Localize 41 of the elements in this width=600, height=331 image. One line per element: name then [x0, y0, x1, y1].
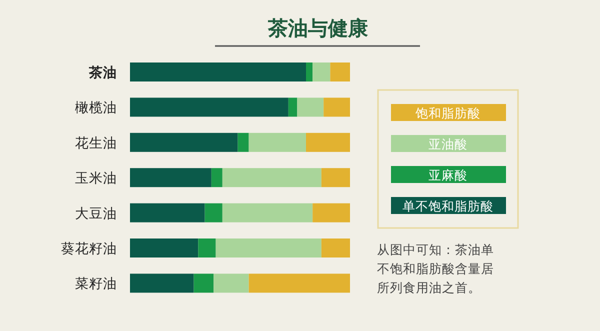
bar [324, 98, 350, 117]
bar [238, 132, 249, 152]
bar [306, 132, 350, 152]
bar [312, 62, 330, 82]
bar [204, 203, 222, 222]
bar [330, 62, 350, 82]
bar [214, 274, 249, 293]
bar [130, 132, 238, 152]
bar [130, 203, 205, 222]
bar [321, 238, 350, 258]
text: 单不饱和脂肪酸 [402, 198, 494, 214]
y-tick-label: 花生油 [75, 135, 117, 152]
y-tick-label: 大豆油 [75, 206, 117, 222]
bar [288, 98, 298, 117]
y-tick-label: 橄榄油 [75, 100, 117, 116]
bar [321, 168, 350, 188]
text: 从图中可知：茶油单不饱和脂肪酸含量居所列食用油之首。 [377, 241, 495, 297]
bar [297, 98, 324, 117]
bar [130, 274, 194, 293]
bar [211, 168, 222, 188]
bar [198, 238, 216, 258]
chart-title: 茶油与健康 [267, 16, 369, 40]
bar [194, 274, 214, 293]
bar [130, 238, 198, 258]
text: 亚麻酸 [428, 168, 468, 182]
bar [312, 203, 350, 222]
bar [216, 238, 322, 258]
bar [130, 168, 212, 188]
bar [248, 274, 350, 293]
bar [130, 98, 288, 117]
y-tick-label: 葵花籽油 [61, 241, 117, 257]
y-tick-label: 茶油 [88, 65, 117, 81]
bar [222, 203, 313, 222]
bar [130, 62, 306, 82]
text: 亚油酸 [428, 136, 468, 152]
bar [222, 168, 322, 188]
bar [248, 132, 306, 152]
text: 饱和脂肪酸 [414, 106, 480, 120]
y-tick-label: 菜籽油 [75, 276, 117, 292]
y-tick-label: 玉米油 [75, 170, 117, 187]
bar [306, 62, 313, 82]
